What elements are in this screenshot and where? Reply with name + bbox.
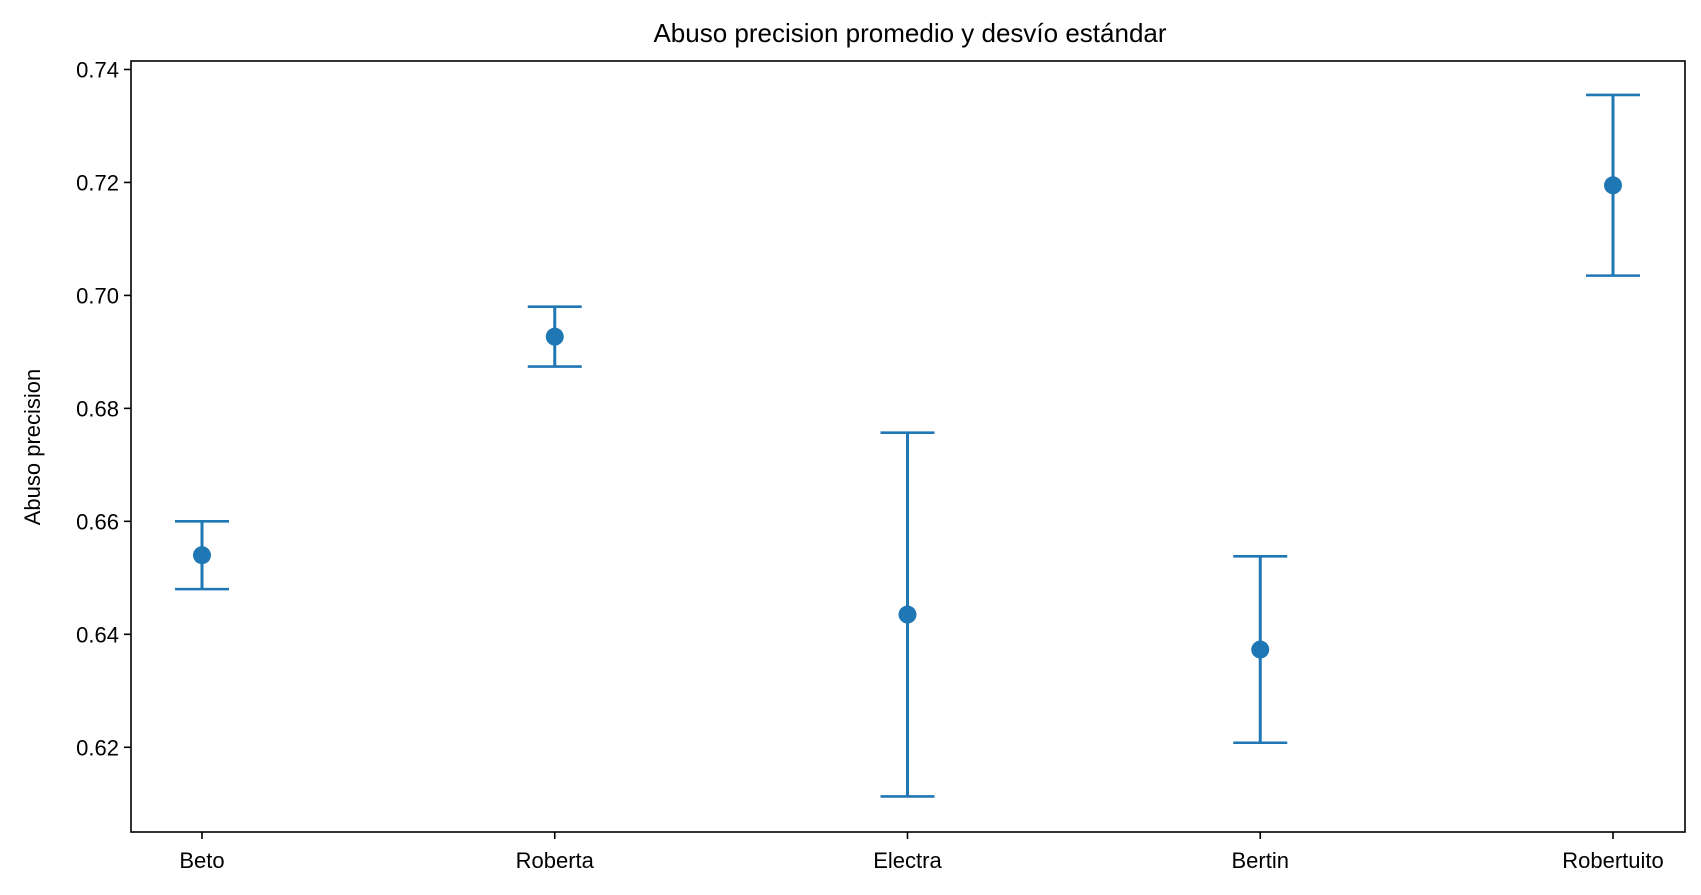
y-axis-label: Abuso precision	[20, 369, 45, 526]
errorbar-group-beto	[175, 520, 229, 591]
x-tick-label: Roberta	[516, 848, 595, 873]
mean-point	[898, 605, 917, 624]
errorbar-group-bertin	[1233, 555, 1288, 745]
y-tick-label: 0.72	[76, 170, 119, 195]
y-tick-label: 0.74	[76, 57, 119, 82]
y-tick-label: 0.64	[76, 622, 119, 647]
mean-point	[1251, 640, 1270, 659]
y-axis: 0.62 0.64 0.66 0.68 0.70 0.72 0.74	[76, 57, 131, 760]
mean-point	[193, 546, 211, 565]
x-tick-label: Electra	[873, 848, 942, 873]
x-tick-label: Bertin	[1232, 848, 1289, 873]
errorbar-group-robertuito	[1586, 93, 1640, 277]
data-marks	[175, 93, 1640, 798]
x-tick-label: Robertuito	[1562, 848, 1664, 873]
y-tick-label: 0.66	[76, 509, 119, 534]
errorbar-group-electra	[880, 431, 935, 798]
x-tick-label: Beto	[179, 848, 224, 873]
errorbar-group-roberta	[527, 305, 582, 368]
mean-point	[545, 327, 564, 346]
y-tick-label: 0.70	[76, 283, 119, 308]
x-axis: Beto Roberta Electra Bertin Robertuito	[179, 832, 1664, 873]
chart-title: Abuso precision promedio y desvío estánd…	[653, 18, 1166, 48]
mean-point	[1604, 176, 1622, 195]
y-tick-label: 0.62	[76, 735, 119, 760]
y-tick-label: 0.68	[76, 396, 119, 421]
